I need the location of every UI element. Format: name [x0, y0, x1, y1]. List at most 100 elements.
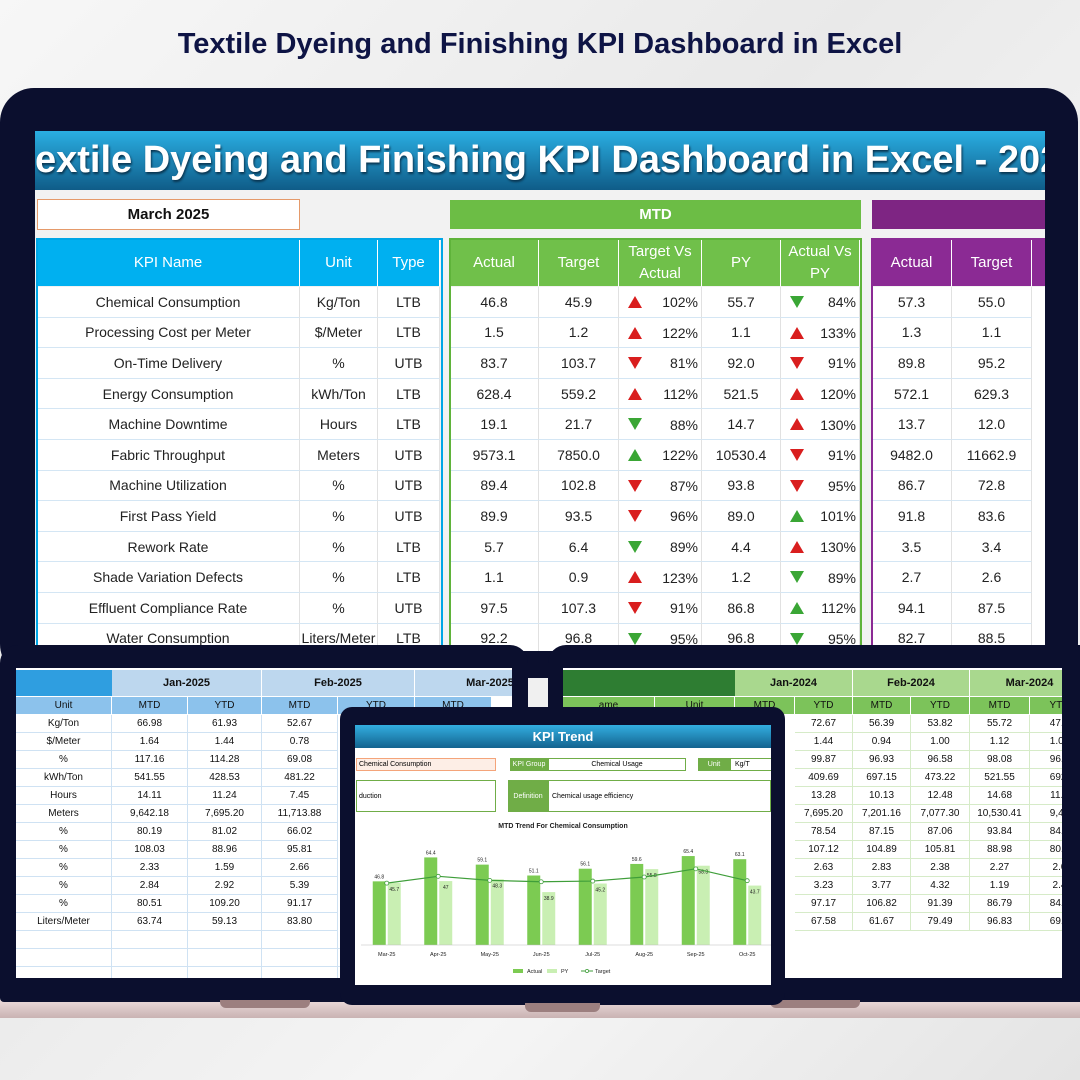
target-marker: [744, 878, 750, 884]
table-cell: %: [300, 562, 378, 593]
status-arrow: [790, 540, 804, 553]
table-cell: UTB: [378, 470, 440, 502]
table-cell: 11.24: [188, 787, 262, 805]
data-label: 47: [443, 885, 449, 891]
table-cell: 3.4: [952, 531, 1032, 563]
table-cell: Meters: [16, 805, 112, 823]
table-cell: 1.06: [1030, 733, 1062, 751]
table-cell: [1032, 501, 1045, 532]
table-cell: 95.2: [952, 348, 1032, 379]
group-header: Feb-2024: [853, 670, 970, 696]
data-label: 64.4: [426, 850, 436, 856]
table-cell: 473.22: [911, 769, 970, 787]
table-cell: 10530.4: [702, 440, 781, 471]
table-cell: 1.44: [795, 733, 853, 751]
table-cell: Effluent Compliance Rate: [37, 593, 300, 624]
table-cell: 89.0: [702, 501, 781, 532]
table-cell: 79.49: [911, 913, 970, 931]
header-corner: [16, 670, 112, 696]
table-cell: 2.6: [952, 562, 1032, 593]
table-cell: 428.53: [188, 769, 262, 787]
table-cell: 83.6: [952, 501, 1032, 532]
status-label: 95%: [669, 630, 698, 647]
table-cell: 107.12: [795, 841, 853, 859]
status-cell: 102%: [619, 287, 702, 318]
bar: [475, 864, 489, 945]
table-cell: 52.67: [262, 715, 338, 733]
status-label: 87%: [669, 477, 698, 494]
sub-header: MTD: [853, 697, 911, 714]
group-header: Feb-2025: [262, 670, 415, 696]
data-label: 43.7: [750, 890, 760, 896]
status-cell: 120%: [781, 378, 860, 410]
status-label: 133%: [820, 324, 856, 341]
status-label: 122%: [662, 324, 698, 341]
table-cell: 9573.1: [450, 440, 539, 471]
status-arrow: [790, 326, 804, 339]
value-box: Chemical Usage: [548, 758, 686, 771]
table-cell: 0.94: [853, 733, 911, 751]
label: KPI Group: [510, 758, 548, 771]
status-label: 91%: [827, 355, 856, 372]
table-cell: 72.67: [795, 715, 853, 733]
status-label: 95%: [827, 630, 856, 647]
status-cell: 122%: [619, 317, 702, 349]
table-cell: 2.0: [1030, 859, 1062, 877]
page-title: Textile Dyeing and Finishing KPI Dashboa…: [177, 28, 903, 60]
bar: [578, 868, 592, 945]
table-cell: 94.1: [872, 593, 952, 624]
table-cell: 9482.0: [872, 440, 952, 471]
table-cell: 19.1: [450, 409, 539, 440]
column-header: Actual Vs PY: [781, 239, 860, 286]
table-cell: 84.6: [1030, 895, 1062, 913]
data-label: 46.8: [374, 874, 384, 880]
data-label: 45.2: [595, 888, 605, 894]
notch: [770, 1000, 860, 1008]
table-cell: %: [16, 859, 112, 877]
group-header: Mar-2024: [970, 670, 1062, 696]
status-cell: 122%: [619, 440, 702, 471]
formula-box: duction: [356, 780, 496, 812]
table-cell: 66.98: [112, 715, 188, 733]
table-cell: 2.83: [853, 859, 911, 877]
label: Definition: [508, 780, 548, 812]
table-cell: 14.68: [970, 787, 1030, 805]
table-cell: 1.1: [702, 317, 781, 349]
table-cell: UTB: [378, 440, 440, 471]
table-cell: %: [16, 751, 112, 769]
table-cell: 106.82: [853, 895, 911, 913]
table-cell: Chemical Consumption: [37, 287, 300, 318]
table-cell: 96.83: [970, 913, 1030, 931]
table-cell: 521.55: [970, 769, 1030, 787]
table-cell: 481.22: [262, 769, 338, 787]
table-cell: 87.15: [853, 823, 911, 841]
table-cell: [1032, 317, 1045, 349]
table-cell: kWh/Ton: [16, 769, 112, 787]
status-cell: 91%: [781, 348, 860, 379]
table-cell: 98.08: [970, 751, 1030, 769]
status-label: 91%: [827, 447, 856, 464]
status-cell: 133%: [781, 317, 860, 349]
table-border: [449, 238, 862, 651]
table-cell: 1.5: [450, 317, 539, 349]
bar: [593, 883, 607, 945]
table-cell: 1.44: [188, 733, 262, 751]
status-arrow: [628, 510, 642, 523]
sub-header: YTD: [188, 697, 262, 714]
bar: [645, 869, 659, 945]
column-header: [1032, 239, 1045, 286]
table-cell: 66.02: [262, 823, 338, 841]
target-marker: [590, 878, 596, 884]
status-cell: 81%: [619, 348, 702, 379]
table-cell: Meters: [300, 440, 378, 471]
table-cell: 55.0: [952, 287, 1032, 318]
table-cell: LTB: [378, 409, 440, 440]
table-cell: 11662.9: [952, 440, 1032, 471]
table-cell: 3.23: [795, 877, 853, 895]
table-cell: %: [16, 823, 112, 841]
middle-screen: KPI Trend Chemical Consumption KPI Group Ch…: [355, 725, 771, 985]
status-arrow: [628, 387, 642, 400]
table-cell: 99.87: [795, 751, 853, 769]
table-cell: [262, 949, 338, 967]
